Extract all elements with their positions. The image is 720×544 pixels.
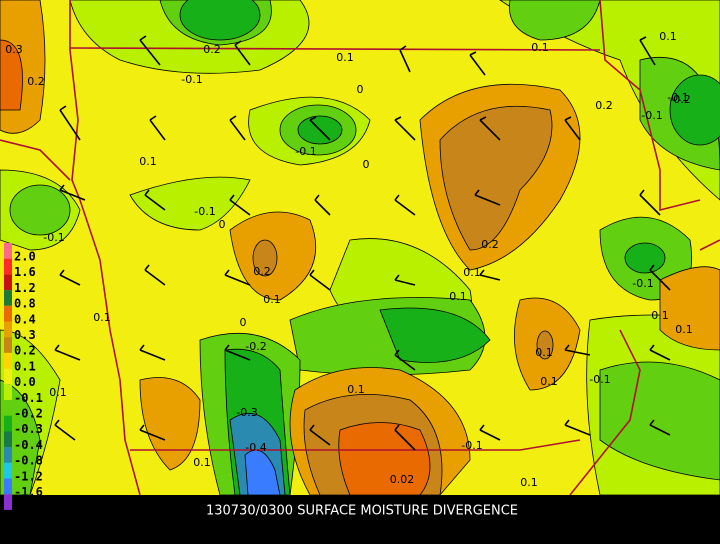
legend-label: 0.3 bbox=[14, 328, 36, 342]
legend-label: 0.0 bbox=[14, 375, 36, 389]
legend-swatch bbox=[4, 384, 12, 400]
legend-swatch bbox=[4, 447, 12, 463]
contour-label: 0.1 bbox=[336, 51, 354, 64]
contour-label: 0.02 bbox=[390, 473, 415, 486]
legend-swatch bbox=[4, 478, 12, 495]
legend-swatch bbox=[4, 305, 12, 322]
contour-label: 0.2 bbox=[203, 43, 221, 56]
legend-label: -0.4 bbox=[14, 438, 43, 452]
contour-label: -0.3 bbox=[236, 406, 257, 419]
contour-label: 0 bbox=[219, 218, 226, 231]
contour-label: 0.1 bbox=[463, 266, 481, 279]
footer-bar bbox=[0, 495, 720, 540]
contour-label: -0.1 bbox=[461, 439, 482, 452]
legend-label: -0.2 bbox=[14, 407, 43, 421]
contour-label: 0.1 bbox=[531, 41, 549, 54]
legend-swatch bbox=[4, 368, 12, 385]
contour-label: -0.1 bbox=[667, 91, 688, 104]
contour-label: 0.1 bbox=[659, 30, 677, 43]
contour-label: -0.2 bbox=[669, 93, 690, 106]
contour-label: 0.2 bbox=[595, 99, 613, 112]
contour-label: -0.1 bbox=[181, 73, 202, 86]
legend-label: 1.6 bbox=[14, 265, 36, 279]
contour-label: 0.1 bbox=[93, 311, 111, 324]
map-title: 130730/0300 SURFACE MOISTURE DIVERGENCE bbox=[206, 504, 518, 519]
legend-swatch bbox=[4, 290, 12, 306]
contour-label: -0.1 bbox=[43, 231, 64, 244]
legend-label: 2.0 bbox=[14, 250, 36, 264]
legend-swatch bbox=[4, 462, 12, 479]
contour-label: 0.1 bbox=[535, 346, 553, 359]
contour-label: -0.2 bbox=[245, 340, 266, 353]
contour-label: 0.2 bbox=[253, 265, 271, 278]
legend-swatch bbox=[4, 431, 12, 448]
color-legend: 2.01.6 1.2 0.80.4 0.3 0.20.1 0.0 -0.1 -0.2-0.3 -… bbox=[4, 243, 43, 510]
contour-labels: 0.3 0.2 0.2 0.1 -0.1 0.1 0 -0.1 0.1 0.2 … bbox=[5, 30, 693, 489]
contour-label: 0 bbox=[240, 316, 247, 329]
contour-label: -0.1 bbox=[641, 109, 662, 122]
contour-label: 0.2 bbox=[27, 75, 45, 88]
contour-label: -0.1 bbox=[589, 373, 610, 386]
state-boundaries bbox=[0, 0, 720, 496]
contour-label: 0.1 bbox=[675, 323, 693, 336]
legend-label: 0.8 bbox=[14, 297, 36, 311]
legend-swatch bbox=[4, 415, 12, 432]
contour-label: -0.1 bbox=[632, 277, 653, 290]
legend-label: 0.2 bbox=[14, 344, 36, 358]
legend-swatch bbox=[4, 352, 12, 369]
contour-label: -0.1 bbox=[194, 205, 215, 218]
legend-label: -0.8 bbox=[14, 454, 43, 468]
contour-label: 0 bbox=[357, 83, 364, 96]
contour-label: 0.1 bbox=[139, 155, 157, 168]
legend-label: -0.1 bbox=[14, 391, 43, 405]
contour-label: 0.1 bbox=[651, 309, 669, 322]
contour-label: 0.1 bbox=[49, 386, 67, 399]
legend-label: -0.3 bbox=[14, 422, 43, 436]
legend-swatch bbox=[4, 321, 12, 338]
legend-swatch bbox=[4, 400, 12, 416]
contour-label: 0.1 bbox=[193, 456, 211, 469]
legend-label: -1.2 bbox=[14, 469, 43, 483]
contour-label: 0 bbox=[363, 158, 370, 171]
contour-label: 0.1 bbox=[520, 476, 538, 489]
contour-label: 0.1 bbox=[263, 293, 281, 306]
legend-label: 0.1 bbox=[14, 359, 36, 373]
legend-swatch bbox=[4, 337, 12, 353]
contour-fills bbox=[0, 0, 720, 496]
legend-label: 0.4 bbox=[14, 312, 36, 326]
contour-label: 0.1 bbox=[449, 290, 467, 303]
legend-label: 1.2 bbox=[14, 281, 36, 295]
contour-label: 0.2 bbox=[481, 238, 499, 251]
contour-label: 0.1 bbox=[540, 375, 558, 388]
legend-label: -1.6 bbox=[14, 485, 43, 499]
legend-swatch bbox=[4, 274, 12, 291]
wind-barbs bbox=[54, 35, 671, 451]
contour-label: -0.1 bbox=[295, 145, 316, 158]
contour-label: 0.3 bbox=[5, 43, 23, 56]
legend-swatch bbox=[4, 494, 12, 510]
legend-swatch bbox=[4, 243, 12, 259]
contour-label: 0.1 bbox=[347, 383, 365, 396]
contour-label: -0.4 bbox=[245, 441, 266, 454]
legend-swatch bbox=[4, 258, 12, 275]
